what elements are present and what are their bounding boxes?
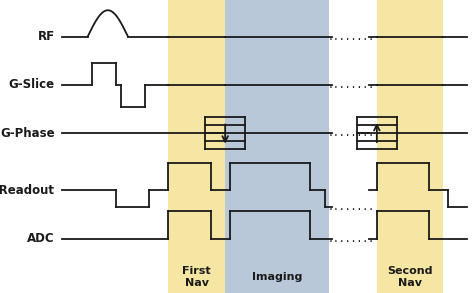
Bar <box>168 0 225 293</box>
Text: ........: ........ <box>327 202 374 212</box>
Text: ........: ........ <box>327 80 374 90</box>
Text: ........: ........ <box>327 234 374 244</box>
Text: ADC: ADC <box>27 232 55 245</box>
Text: RF: RF <box>37 30 55 43</box>
Bar <box>225 0 329 293</box>
Text: ........: ........ <box>327 32 374 42</box>
Text: ........: ........ <box>327 128 374 138</box>
Text: G-Phase: G-Phase <box>0 127 55 140</box>
Text: First
Nav: First Nav <box>182 266 211 288</box>
Text: Imaging: Imaging <box>252 272 302 282</box>
Text: G-Readout: G-Readout <box>0 184 55 197</box>
Text: G-Slice: G-Slice <box>9 79 55 91</box>
Bar <box>377 0 443 293</box>
Text: Second
Nav: Second Nav <box>387 266 433 288</box>
